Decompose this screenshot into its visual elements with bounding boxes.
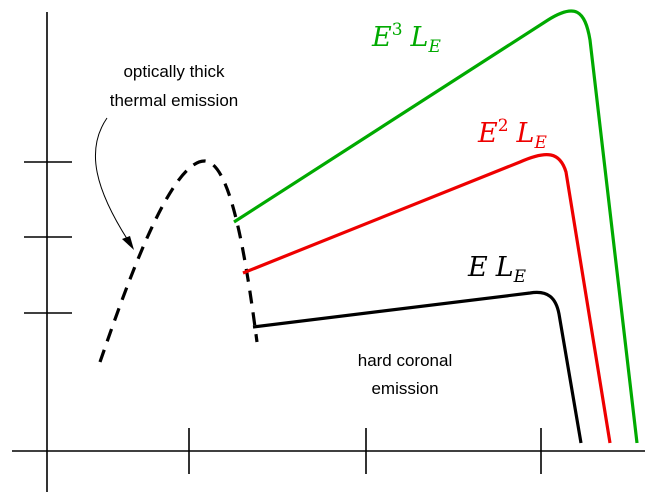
curve-e-le: [252, 290, 583, 444]
thermal-emission-curve: [98, 159, 259, 363]
curve-e2-le: [242, 153, 612, 444]
coronal-annotation-line-1: hard coronal: [358, 351, 453, 370]
thermal-annotation-line-2: thermal emission: [110, 91, 239, 110]
label-e2-le: E2 LE: [477, 116, 547, 153]
label-e3-le: E3 LE: [371, 20, 441, 57]
arrow-head-icon: [122, 236, 134, 250]
thermal-annotation-line-1: optically thick: [123, 62, 225, 81]
label-e-le: E LE: [467, 252, 527, 287]
annotation-pointer: [94, 117, 132, 246]
curve-e3-le: [233, 9, 639, 444]
axes: [12, 12, 645, 492]
coronal-annotation-line-2: emission: [371, 379, 438, 398]
